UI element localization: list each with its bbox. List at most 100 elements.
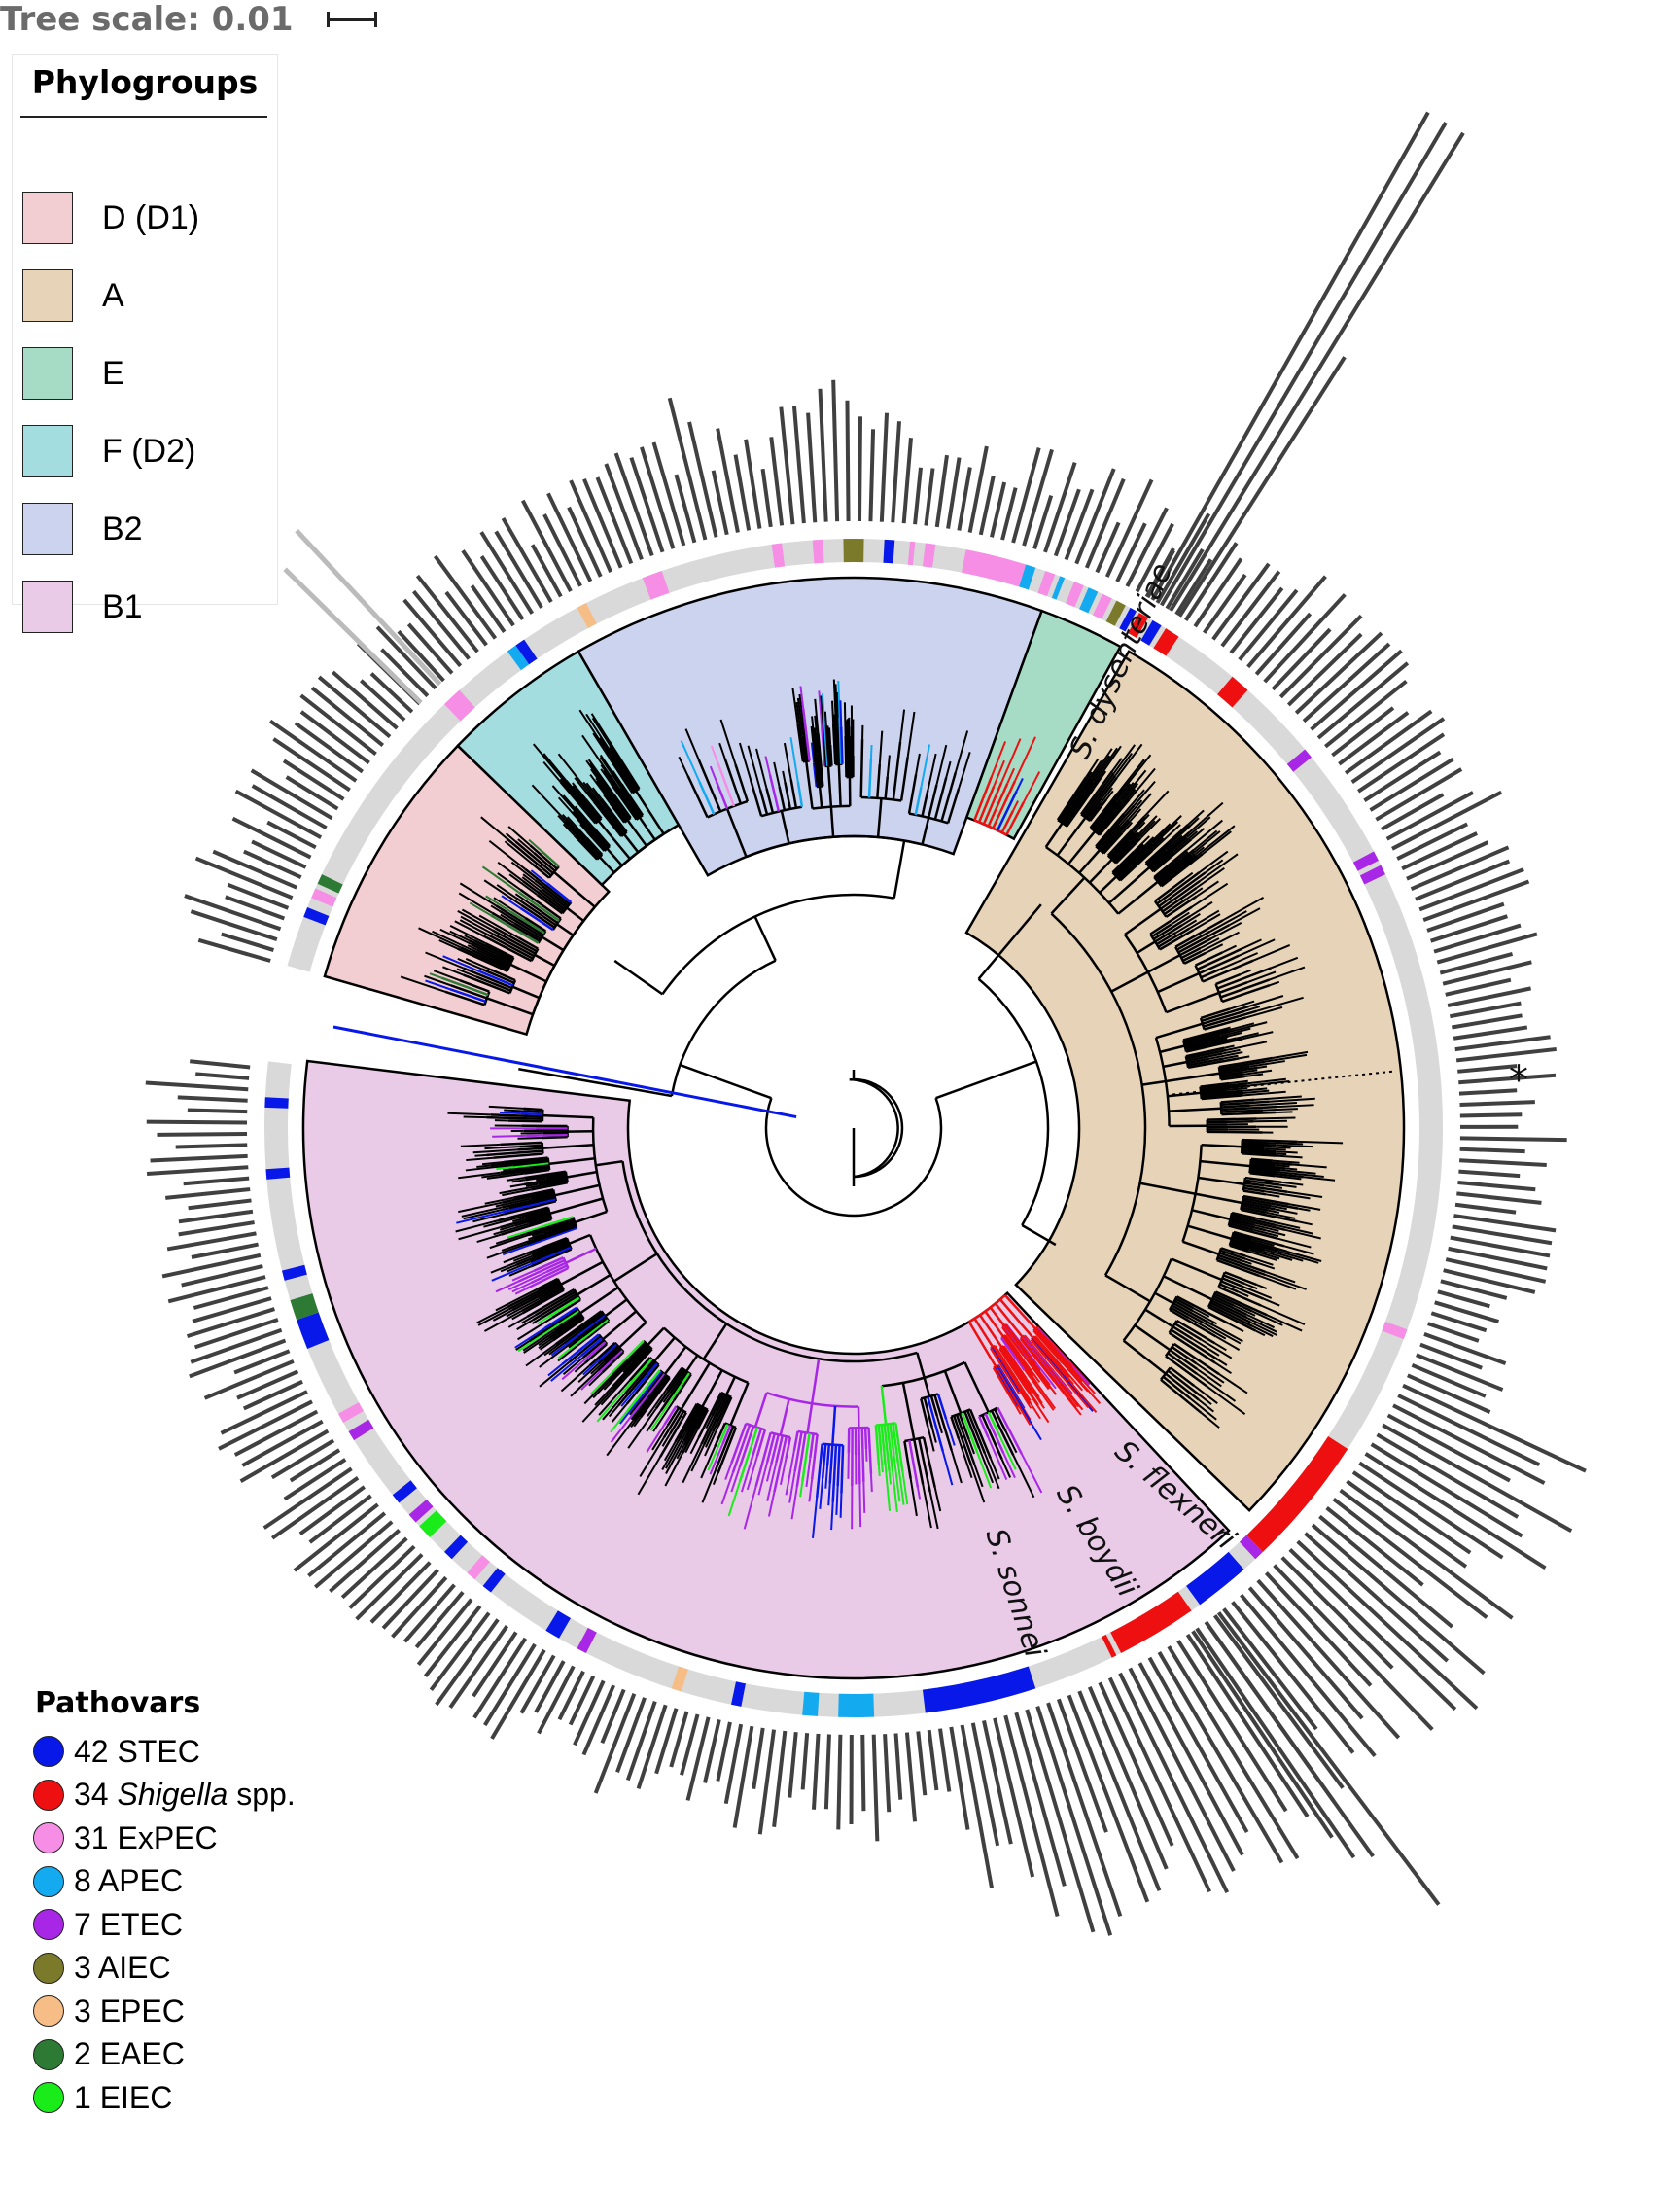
tree-branch <box>1191 882 1229 908</box>
tree-branch <box>670 959 777 1097</box>
tree-branch <box>1123 789 1145 815</box>
outer-bar <box>654 1708 679 1775</box>
tree-branch <box>1020 1453 1043 1494</box>
outer-bar <box>1402 1383 1587 1473</box>
tree-branch <box>1174 919 1198 935</box>
outer-bar <box>1000 487 1018 541</box>
outer-bar <box>546 492 593 582</box>
tree-branch <box>796 723 805 762</box>
tree-branch <box>579 823 588 833</box>
tree-branch <box>987 1436 1008 1481</box>
tree-branch <box>1228 1224 1278 1240</box>
tree-branch <box>458 1226 501 1241</box>
outer-bar <box>190 909 278 942</box>
tree-branch <box>1100 787 1113 803</box>
tree-branch <box>1151 824 1181 852</box>
outer-bar <box>266 820 317 850</box>
tree-branch <box>874 1425 881 1465</box>
tree-branch <box>1242 1199 1272 1208</box>
tree-branch <box>490 1113 543 1118</box>
tree-branch <box>958 751 971 790</box>
outer-bar <box>221 932 275 952</box>
outer-bar <box>757 1729 776 1835</box>
tree-branch <box>531 1317 542 1324</box>
outer-bar <box>1455 1046 1557 1063</box>
tree-branch <box>548 1157 596 1166</box>
tree-branch <box>1100 818 1130 852</box>
tree-branch <box>1182 1032 1208 1041</box>
tree-branch <box>559 781 597 825</box>
tree-branch <box>589 1359 625 1395</box>
tree-branch <box>1287 1190 1323 1198</box>
tree-branch <box>551 1189 558 1202</box>
legend-item-d1: D (D1) <box>22 191 199 245</box>
tree-branch <box>750 1428 763 1463</box>
outer-bar <box>520 499 573 592</box>
tree-branch <box>493 1152 543 1159</box>
tree-branch <box>1187 1057 1240 1069</box>
legend-item-a: A <box>22 268 124 323</box>
outer-bar <box>470 584 507 633</box>
tree-branch <box>863 1428 868 1450</box>
pathovar-mark <box>1105 600 1126 626</box>
outer-bar <box>348 1544 416 1609</box>
tree-branch <box>600 1374 629 1406</box>
tree-branch <box>1208 1051 1243 1060</box>
tree-branch <box>1192 1310 1218 1325</box>
tree-branch <box>1173 1342 1220 1376</box>
tree-branch <box>710 745 719 763</box>
outer-bar <box>733 454 752 531</box>
outer-bar <box>1256 1578 1401 1740</box>
tree-branch <box>1195 1192 1242 1205</box>
tree-branch <box>725 808 748 858</box>
outer-bar <box>1022 448 1054 547</box>
outer-bar <box>1346 1479 1468 1569</box>
tree-branch <box>1246 970 1277 984</box>
outer-bar <box>1043 461 1077 553</box>
pathovar-mark <box>1382 1322 1408 1340</box>
outer-bar <box>582 477 623 569</box>
outer-bar <box>375 625 438 690</box>
swatch-f <box>22 425 73 477</box>
pathovar-mark <box>1037 571 1056 597</box>
tree-branch <box>1050 912 1147 1276</box>
tree-branch <box>892 1423 900 1464</box>
tree-branch <box>603 794 612 805</box>
outer-bar <box>1104 478 1154 578</box>
tree-branch <box>1222 897 1265 922</box>
outer-bar <box>1316 661 1410 740</box>
tree-branch <box>1075 759 1102 798</box>
tree-branch <box>831 1444 838 1502</box>
tree-branch <box>531 1238 569 1255</box>
tree-branch <box>661 1432 672 1447</box>
tree-branch <box>532 1292 578 1322</box>
tree-branch <box>547 1363 563 1377</box>
tree-branch <box>1084 755 1111 793</box>
tree-branch <box>815 731 823 787</box>
outer-bar <box>806 412 818 523</box>
tree-branch <box>581 1311 604 1328</box>
tree-branch <box>528 1218 575 1237</box>
tree-branch <box>539 1360 571 1388</box>
tree-branch <box>1036 1383 1057 1410</box>
tree-branch <box>601 1351 625 1374</box>
tree-branch <box>892 840 906 899</box>
tree-branch <box>1157 971 1200 994</box>
tree-branch <box>457 957 483 970</box>
tree-branch <box>465 1164 513 1172</box>
tree-branch <box>1062 1362 1089 1393</box>
tree-branch <box>1286 1251 1322 1262</box>
tree-branch <box>1298 1207 1311 1212</box>
outer-bar <box>1032 494 1054 549</box>
tree-branch <box>869 1473 873 1493</box>
legend-label-b1: B1 <box>102 587 143 625</box>
tree-branch <box>501 1238 534 1252</box>
tree-branch <box>533 1256 564 1272</box>
tree-branch <box>933 777 948 820</box>
tree-branch <box>568 1233 591 1246</box>
tree-branch <box>1186 1048 1227 1060</box>
tree-branch <box>788 1471 796 1503</box>
tree-branch <box>1015 778 1024 792</box>
phylogroups-legend-title: Phylogroups <box>31 63 259 101</box>
tree-branch <box>478 970 514 987</box>
